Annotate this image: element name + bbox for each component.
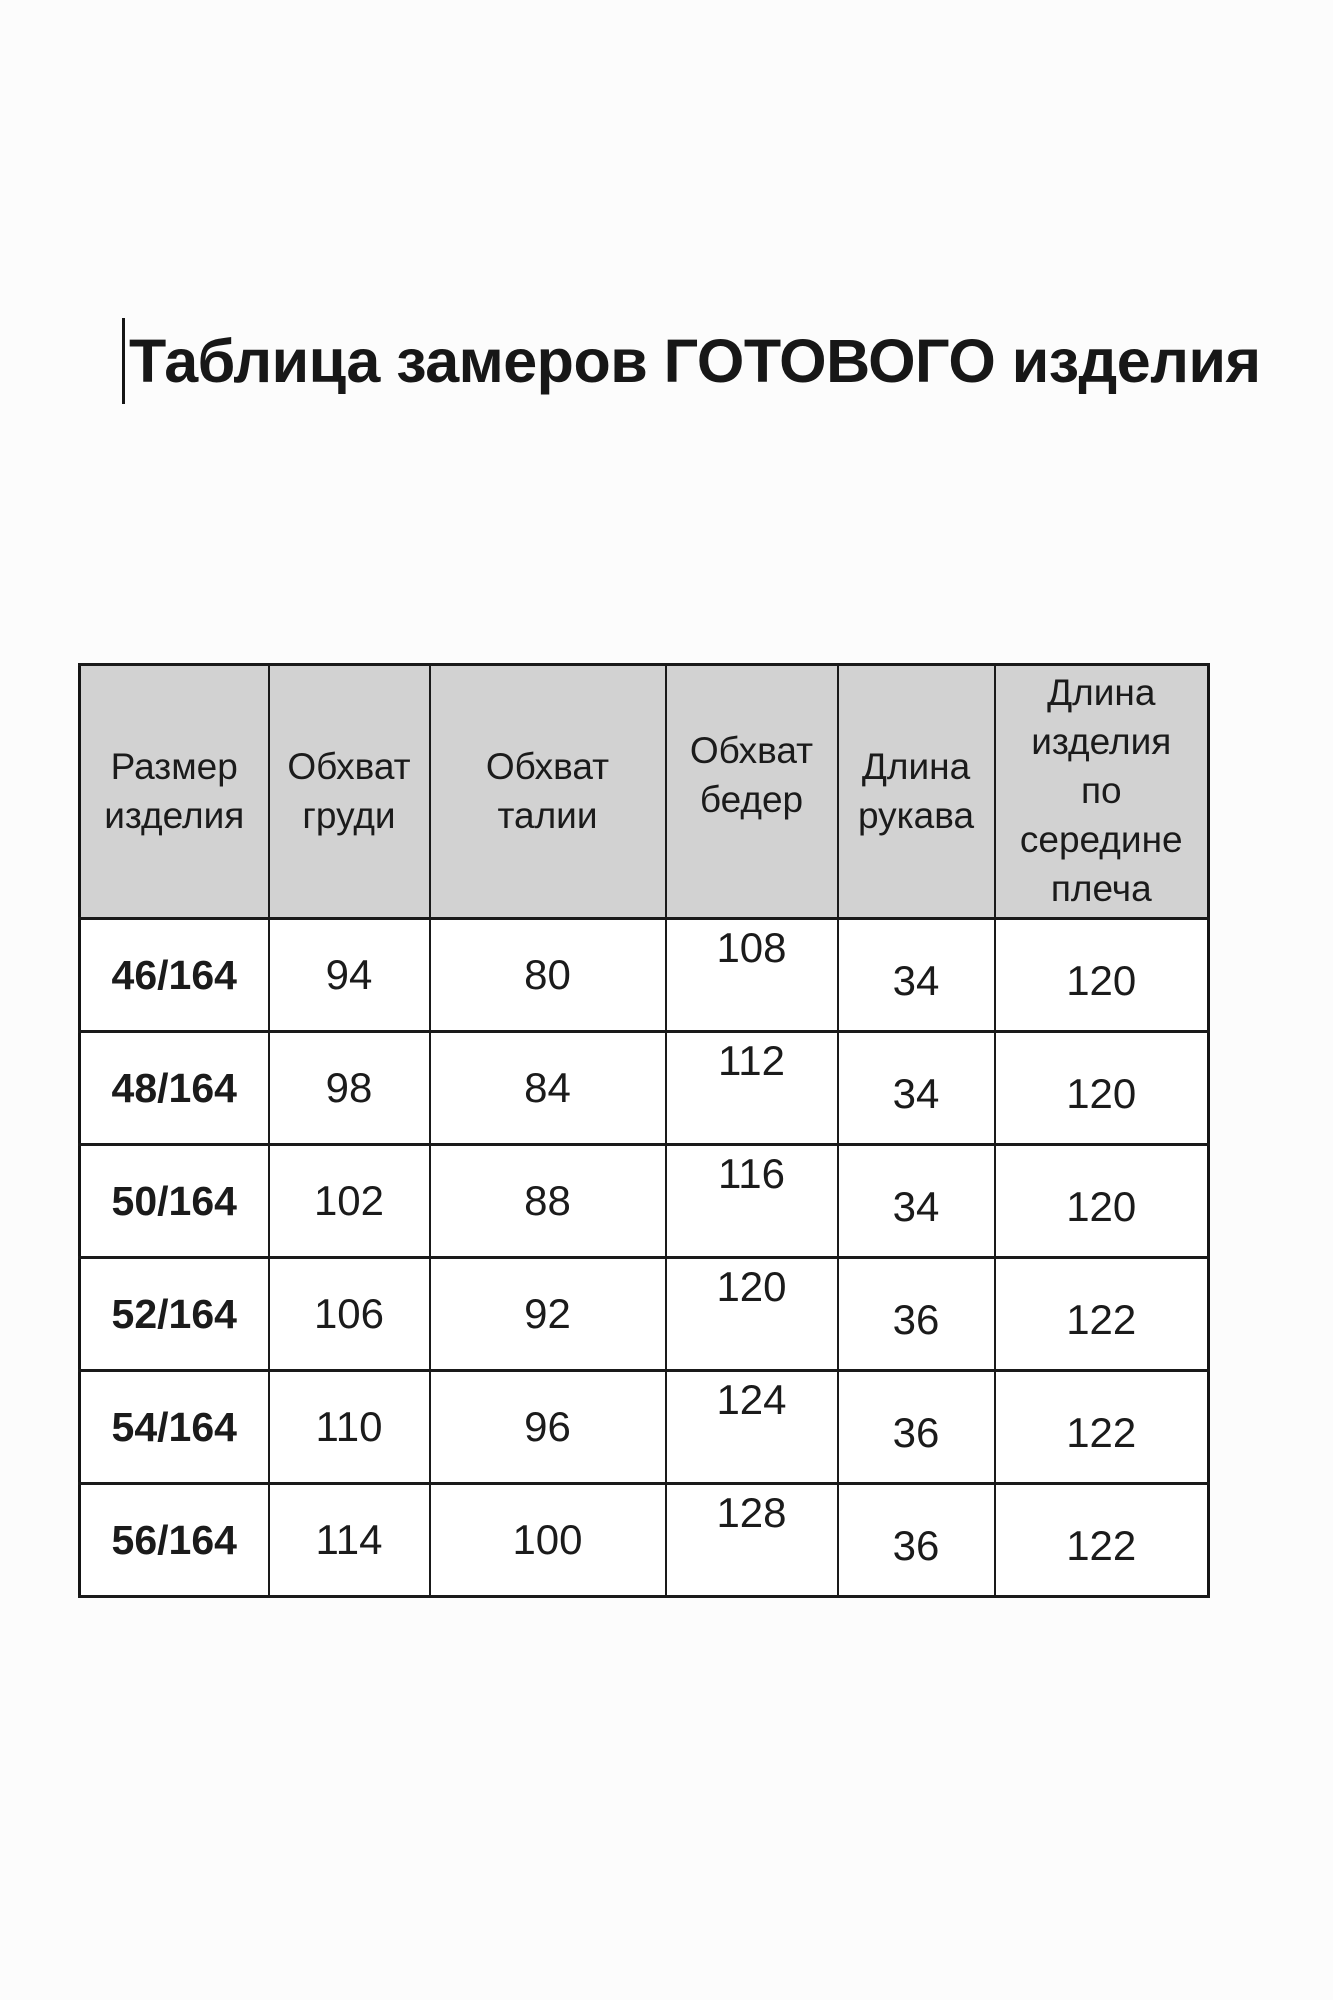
text-cursor — [122, 318, 125, 404]
column-header-size: Размер изделия — [78, 663, 270, 920]
waist-cell: 96 — [428, 1369, 667, 1485]
page-title: Таблица замеров ГОТОВОГО изделия — [129, 327, 1261, 395]
waist-cell: 84 — [428, 1030, 667, 1146]
hips-cell: 108 — [664, 917, 839, 1033]
size-cell: 48/164 — [78, 1030, 270, 1146]
column-header-label: Длина изделия по середине плеча — [1019, 672, 1183, 909]
chest-cell: 94 — [267, 917, 431, 1033]
column-header-label: Длина рукава — [857, 745, 975, 836]
chest-cell: 98 — [267, 1030, 431, 1146]
sleeve-cell: 36 — [836, 1256, 996, 1372]
column-header-length: Длина изделия по середине плеча — [993, 663, 1210, 920]
length-cell: 122 — [993, 1482, 1210, 1598]
length-cell: 120 — [993, 1143, 1210, 1259]
hips-cell: 128 — [664, 1482, 839, 1598]
hips-cell: 116 — [664, 1143, 839, 1259]
column-header-label: Обхват бедер — [689, 729, 814, 820]
waist-cell: 88 — [428, 1143, 667, 1259]
size-cell: 54/164 — [78, 1369, 270, 1485]
size-cell: 52/164 — [78, 1256, 270, 1372]
sleeve-cell: 34 — [836, 1143, 996, 1259]
title-row: Таблица замеров ГОТОВОГО изделия — [122, 318, 1261, 404]
table-row: 56/164 114 100 128 36 122 — [78, 1482, 1210, 1598]
column-header-hips: Обхват бедер — [664, 663, 839, 920]
waist-cell: 100 — [428, 1482, 667, 1598]
chest-cell: 114 — [267, 1482, 431, 1598]
column-header-chest: Обхват груди — [267, 663, 431, 920]
size-cell: 56/164 — [78, 1482, 270, 1598]
hips-cell: 124 — [664, 1369, 839, 1485]
length-cell: 122 — [993, 1256, 1210, 1372]
chest-cell: 102 — [267, 1143, 431, 1259]
waist-cell: 80 — [428, 917, 667, 1033]
chest-cell: 110 — [267, 1369, 431, 1485]
column-header-label: Обхват груди — [287, 745, 411, 836]
sleeve-cell: 34 — [836, 1030, 996, 1146]
hips-cell: 120 — [664, 1256, 839, 1372]
waist-cell: 92 — [428, 1256, 667, 1372]
sleeve-cell: 36 — [836, 1369, 996, 1485]
measurements-table: Размер изделия Обхват груди Обхват талии… — [78, 663, 1210, 1598]
length-cell: 120 — [993, 917, 1210, 1033]
table-row: 52/164 106 92 120 36 122 — [78, 1256, 1210, 1372]
size-cell: 50/164 — [78, 1143, 270, 1259]
hips-cell: 112 — [664, 1030, 839, 1146]
table-row: 54/164 110 96 124 36 122 — [78, 1369, 1210, 1485]
column-header-label: Размер изделия — [104, 745, 245, 836]
chest-cell: 106 — [267, 1256, 431, 1372]
sleeve-cell: 36 — [836, 1482, 996, 1598]
header-row: Размер изделия Обхват груди Обхват талии… — [78, 663, 1210, 920]
length-cell: 122 — [993, 1369, 1210, 1485]
column-header-waist: Обхват талии — [428, 663, 667, 920]
table-row: 46/164 94 80 108 34 120 — [78, 917, 1210, 1033]
column-header-label: Обхват талии — [485, 745, 610, 836]
size-cell: 46/164 — [78, 917, 270, 1033]
column-header-sleeve: Длина рукава — [836, 663, 996, 920]
table-row: 48/164 98 84 112 34 120 — [78, 1030, 1210, 1146]
length-cell: 120 — [993, 1030, 1210, 1146]
table-row: 50/164 102 88 116 34 120 — [78, 1143, 1210, 1259]
sleeve-cell: 34 — [836, 917, 996, 1033]
